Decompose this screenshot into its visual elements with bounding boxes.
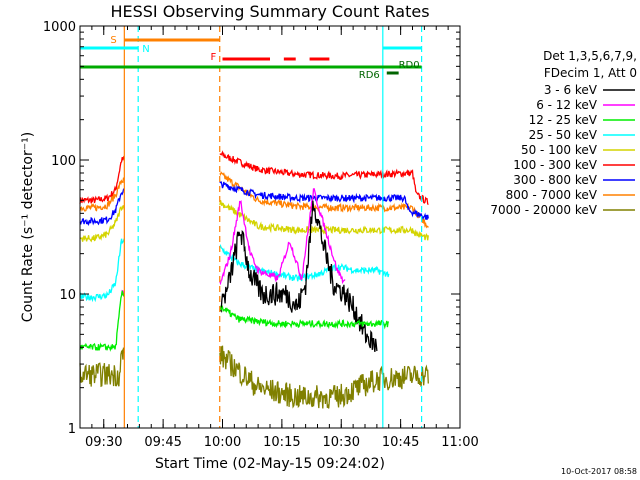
- legend-label: 3 - 6 keV: [544, 83, 598, 97]
- x-axis-label: Start Time (02-May-15 09:24:02): [155, 456, 385, 472]
- series-line-8: [79, 345, 429, 409]
- series-layer: [79, 150, 429, 409]
- x-tick-label: 11:00: [441, 435, 478, 450]
- flag-label-rd6: RD6: [359, 70, 380, 81]
- legend: Det 1,3,5,6,7,9, FDecim 1, Att 0 3 - 6 k…: [490, 49, 637, 217]
- legend-label: 100 - 300 keV: [513, 158, 597, 172]
- y-tick-label: 10: [59, 288, 76, 303]
- marker-layer: [123, 26, 423, 428]
- legend-label: 300 - 800 keV: [513, 173, 597, 187]
- y-tick-label: 100: [51, 154, 76, 169]
- flag-label-n: N: [142, 44, 149, 55]
- legend-label: 6 - 12 keV: [536, 98, 598, 112]
- y-tick-label: 1: [68, 422, 76, 437]
- x-tick-label: 10:00: [204, 435, 241, 450]
- legend-header-line-2: FDecim 1, Att 0: [544, 66, 637, 80]
- legend-label: 7000 - 20000 keV: [490, 203, 597, 217]
- series-line-6: [219, 200, 378, 352]
- series-line-3: [79, 200, 429, 243]
- flag-layer: S N F RD0 RD6: [80, 35, 422, 81]
- legend-label: 25 - 50 keV: [529, 128, 598, 142]
- footer-timestamp: 10-Oct-2017 08:58: [561, 467, 637, 476]
- x-axis: 09:30 09:45 10:00 10:15 10:30 10:45 11:00: [79, 26, 479, 450]
- legend-label: 12 - 25 keV: [529, 113, 598, 127]
- chart-title: HESSI Observing Summary Count Rates: [110, 2, 429, 21]
- flag-label-rd0: RD0: [399, 60, 420, 71]
- legend-label: 800 - 7000 keV: [506, 188, 598, 202]
- series-line-7: [79, 290, 390, 352]
- y-tick-label: 1000: [43, 20, 76, 35]
- series-line-2: [79, 181, 429, 227]
- series-line-1: [79, 171, 429, 229]
- x-tick-label: 09:30: [85, 435, 122, 450]
- y-axis-label: Count Rate (s⁻¹ detector⁻¹): [20, 132, 36, 322]
- series-line-0: [79, 150, 429, 206]
- x-tick-label: 10:15: [263, 435, 300, 450]
- legend-header-line-1: Det 1,3,5,6,7,9,: [543, 49, 637, 63]
- x-tick-label: 09:45: [144, 435, 181, 450]
- legend-label: 50 - 100 keV: [521, 143, 598, 157]
- x-tick-label: 10:45: [382, 435, 419, 450]
- x-tick-label: 10:30: [323, 435, 360, 450]
- flag-label-s: S: [110, 35, 116, 46]
- y-axis: 1 10 100 1000: [43, 20, 460, 437]
- flag-label-f: F: [211, 52, 217, 63]
